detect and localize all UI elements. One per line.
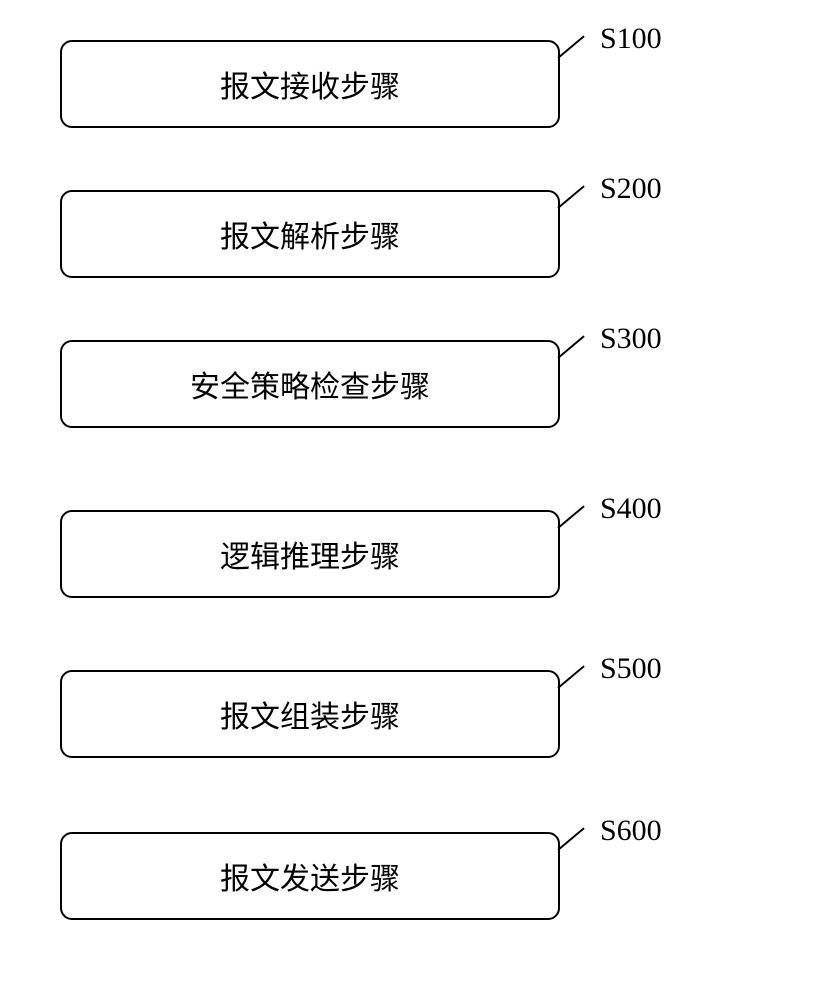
step-text: 安全策略检查步骤 [190,362,430,406]
step-row-6: 报文发送步骤 S600 [60,832,760,920]
step-text: 逻辑推理步骤 [220,532,400,576]
step-row-1: 报文接收步骤 S100 [60,40,760,128]
step-row-3: 安全策略检查步骤 S300 [60,340,760,428]
step-box-2: 报文解析步骤 [60,190,560,278]
step-label-group: S500 [560,670,760,758]
step-label-group: S600 [560,832,760,920]
step-text: 报文解析步骤 [220,212,400,256]
step-text: 报文发送步骤 [220,854,400,898]
step-label-group: S200 [560,190,760,278]
step-box-3: 安全策略检查步骤 [60,340,560,428]
step-label-group: S100 [560,40,760,128]
step-label: S400 [600,492,662,526]
step-label: S200 [600,172,662,206]
step-box-6: 报文发送步骤 [60,832,560,920]
step-row-5: 报文组装步骤 S500 [60,670,760,758]
step-box-5: 报文组装步骤 [60,670,560,758]
step-label: S500 [600,652,662,686]
step-text: 报文组装步骤 [220,692,400,736]
step-box-4: 逻辑推理步骤 [60,510,560,598]
step-label: S300 [600,322,662,356]
step-box-1: 报文接收步骤 [60,40,560,128]
step-label-group: S400 [560,510,760,598]
step-row-2: 报文解析步骤 S200 [60,190,760,278]
step-row-4: 逻辑推理步骤 S400 [60,510,760,598]
step-label: S600 [600,814,662,848]
step-text: 报文接收步骤 [220,62,400,106]
step-label: S100 [600,22,662,56]
step-label-group: S300 [560,340,760,428]
